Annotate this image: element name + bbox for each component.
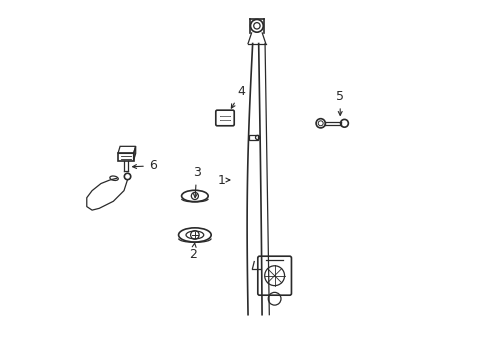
Text: 2: 2 (189, 242, 197, 261)
Bar (248, 135, 257, 140)
Text: 5: 5 (336, 90, 344, 115)
Text: 4: 4 (231, 85, 245, 108)
FancyBboxPatch shape (215, 110, 234, 126)
Text: 6: 6 (132, 159, 156, 172)
Text: 1: 1 (218, 174, 229, 186)
Text: 3: 3 (192, 166, 200, 198)
